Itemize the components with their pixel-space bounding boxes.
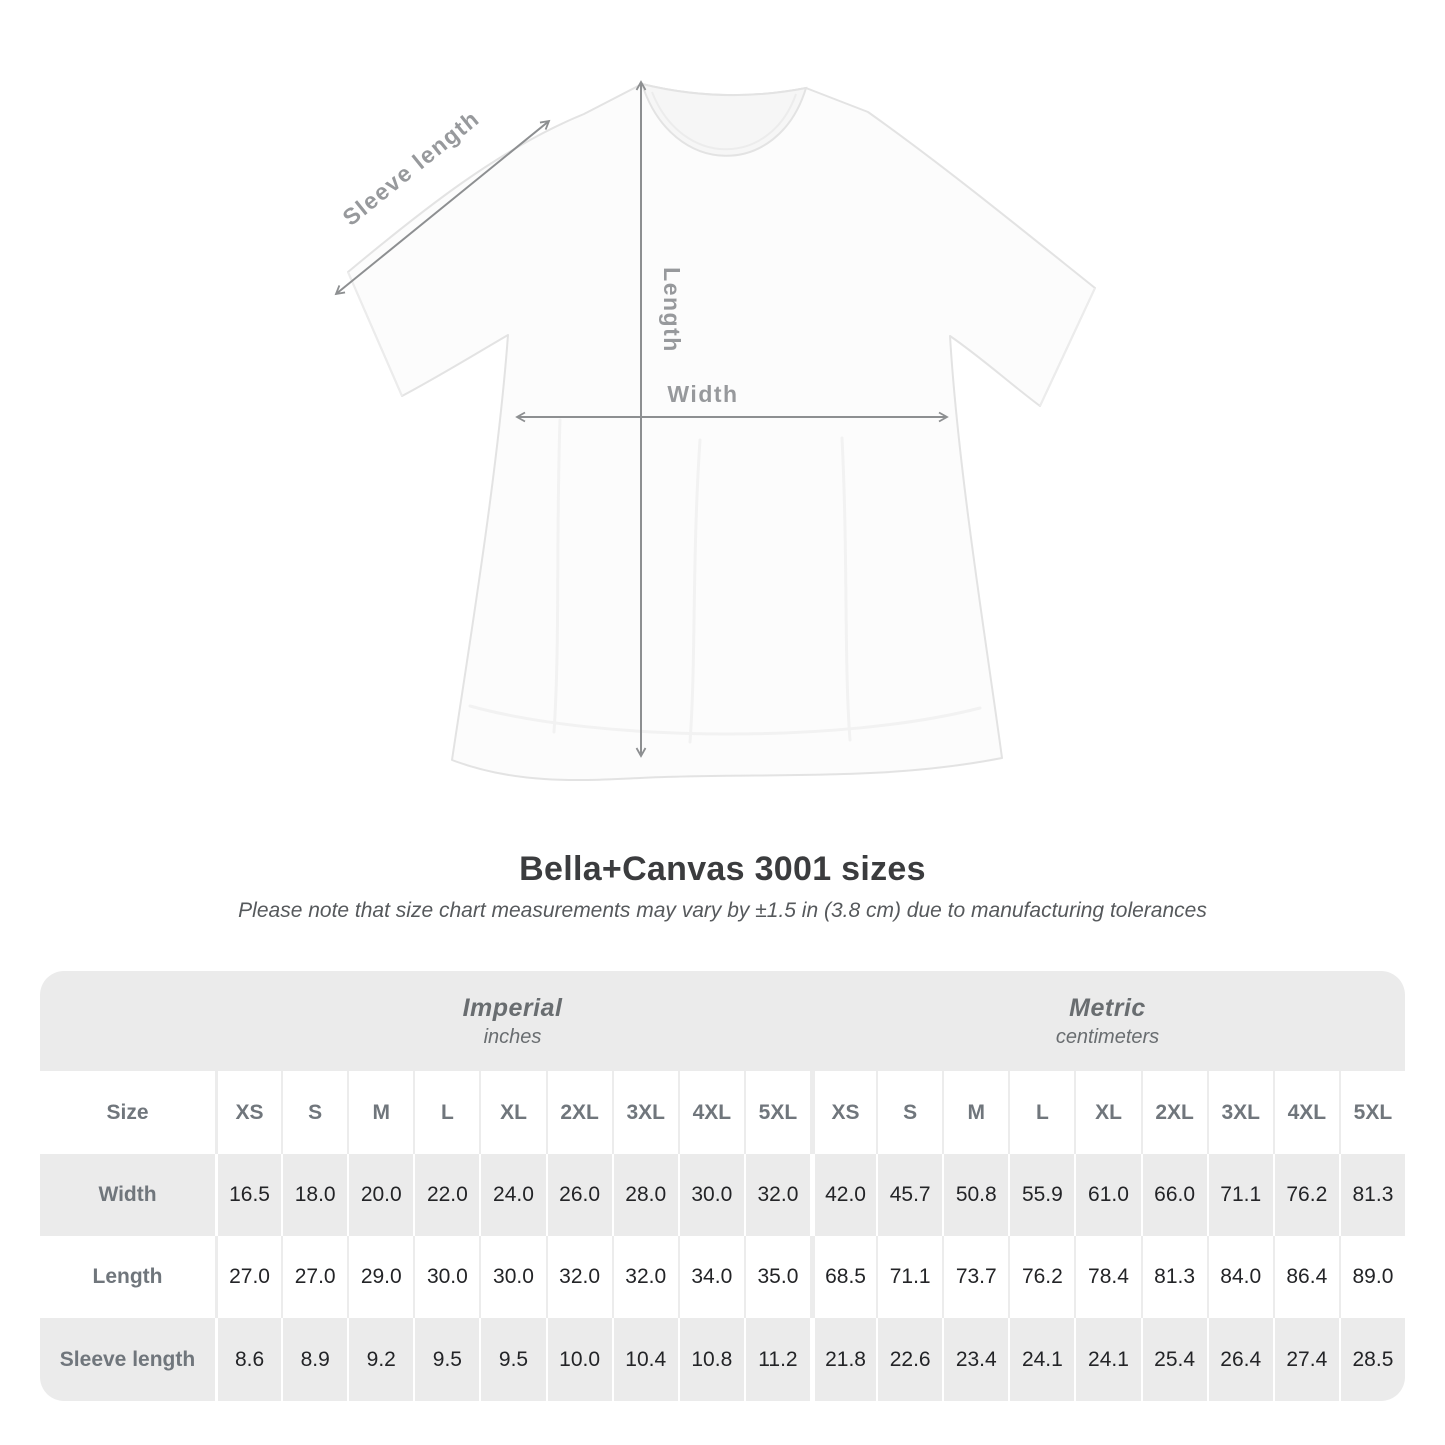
table-cell: 71.1 xyxy=(876,1236,942,1318)
length-label: Length xyxy=(659,267,685,353)
table-cell: 35.0 xyxy=(743,1236,810,1318)
column-header: 5XL xyxy=(1338,1071,1405,1154)
column-header: XL xyxy=(479,1071,545,1154)
column-header: 2XL xyxy=(545,1071,612,1154)
page-title: Bella+Canvas 3001 sizes xyxy=(519,850,926,888)
table-cell: 30.0 xyxy=(677,1154,744,1236)
table-cell: 81.3 xyxy=(1338,1154,1405,1236)
table-cell: 9.5 xyxy=(479,1318,545,1401)
table-cell: 68.5 xyxy=(810,1236,876,1318)
row-header: Length xyxy=(92,1265,163,1288)
column-header: M xyxy=(347,1071,413,1154)
imperial-group-label: Imperial xyxy=(462,993,563,1022)
column-header: 4XL xyxy=(677,1071,744,1154)
imperial-group: Imperial inches xyxy=(215,971,810,1071)
table-row-sleeve-length: Sleeve length 8.6 8.9 9.2 9.5 9.5 10.0 1… xyxy=(40,1318,1405,1401)
table-cell: 78.4 xyxy=(1074,1236,1140,1318)
table-cell: 24.1 xyxy=(1074,1318,1140,1401)
column-header: L xyxy=(413,1071,479,1154)
tshirt-measurement-diagram: Sleeve length Length Width xyxy=(334,80,1096,782)
width-label: Width xyxy=(667,381,738,407)
table-cell: 22.0 xyxy=(413,1154,479,1236)
column-header: S xyxy=(281,1071,347,1154)
table-cell: 27.4 xyxy=(1272,1318,1339,1401)
table-cell: 22.6 xyxy=(876,1318,942,1401)
table-cell: 27.0 xyxy=(215,1236,281,1318)
metric-group-unit: centimeters xyxy=(1055,1025,1160,1048)
table-cell: 10.0 xyxy=(545,1318,612,1401)
table-cell: 34.0 xyxy=(677,1236,744,1318)
column-header: S xyxy=(876,1071,942,1154)
table-cell: 29.0 xyxy=(347,1236,413,1318)
table-cell: 81.3 xyxy=(1140,1236,1207,1318)
column-header: 5XL xyxy=(743,1071,810,1154)
table-row-width: Width 16.5 18.0 20.0 22.0 24.0 26.0 28.0… xyxy=(40,1154,1405,1236)
metric-group-label: Metric xyxy=(1069,993,1146,1022)
table-cell: 45.7 xyxy=(876,1154,942,1236)
table-cell: 9.5 xyxy=(413,1318,479,1401)
table-cell: 61.0 xyxy=(1074,1154,1140,1236)
row-header: Width xyxy=(98,1183,157,1206)
table-cell: 50.8 xyxy=(942,1154,1008,1236)
table-cell: 26.4 xyxy=(1206,1318,1273,1401)
column-header: XS xyxy=(810,1071,876,1154)
size-column-header: Size xyxy=(106,1100,149,1124)
table-cell: 32.0 xyxy=(611,1236,678,1318)
tshirt-image xyxy=(347,82,1096,782)
row-header: Sleeve length xyxy=(59,1347,196,1371)
table-cell: 20.0 xyxy=(347,1154,413,1236)
table-cell: 9.2 xyxy=(347,1318,413,1401)
table-cell: 23.4 xyxy=(942,1318,1008,1401)
column-header: L xyxy=(1008,1071,1074,1154)
unit-group-header: Imperial inches Metric centimeters xyxy=(40,971,1405,1071)
table-cell: 8.6 xyxy=(215,1318,281,1401)
table-cell: 66.0 xyxy=(1140,1154,1207,1236)
column-header: XS xyxy=(215,1071,281,1154)
column-header: M xyxy=(942,1071,1008,1154)
table-cell: 21.8 xyxy=(810,1318,876,1401)
imperial-group-unit: inches xyxy=(483,1025,542,1048)
table-cell: 28.5 xyxy=(1338,1318,1405,1401)
table-cell: 16.5 xyxy=(215,1154,281,1236)
table-cell: 25.4 xyxy=(1140,1318,1207,1401)
table-cell: 32.0 xyxy=(743,1154,810,1236)
table-cell: 30.0 xyxy=(413,1236,479,1318)
table-cell: 76.2 xyxy=(1272,1154,1339,1236)
table-row-length: Length 27.0 27.0 29.0 30.0 30.0 32.0 32.… xyxy=(40,1236,1405,1318)
table-cell: 42.0 xyxy=(810,1154,876,1236)
tolerance-note: Please note that size chart measurements… xyxy=(238,899,1207,922)
table-cell: 32.0 xyxy=(545,1236,612,1318)
table-cell: 11.2 xyxy=(743,1318,810,1401)
table-cell: 28.0 xyxy=(611,1154,678,1236)
table-cell: 76.2 xyxy=(1008,1236,1074,1318)
column-header: 3XL xyxy=(1206,1071,1273,1154)
column-header: XL xyxy=(1074,1071,1140,1154)
table-cell: 73.7 xyxy=(942,1236,1008,1318)
table-cell: 8.9 xyxy=(281,1318,347,1401)
table-cell: 55.9 xyxy=(1008,1154,1074,1236)
table-cell: 86.4 xyxy=(1272,1236,1339,1318)
table-cell: 84.0 xyxy=(1206,1236,1273,1318)
sleeve-length-arrow xyxy=(334,119,551,296)
column-header: 3XL xyxy=(611,1071,678,1154)
table-cell: 18.0 xyxy=(281,1154,347,1236)
table-cell: 71.1 xyxy=(1206,1154,1273,1236)
table-cell: 10.4 xyxy=(611,1318,678,1401)
table-cell: 26.0 xyxy=(545,1154,612,1236)
table-cell: 24.1 xyxy=(1008,1318,1074,1401)
column-header: 4XL xyxy=(1272,1071,1339,1154)
size-table: Imperial inches Metric centimeters Size … xyxy=(40,971,1405,1401)
table-cell: 24.0 xyxy=(479,1154,545,1236)
table-cell: 30.0 xyxy=(479,1236,545,1318)
table-cell: 27.0 xyxy=(281,1236,347,1318)
metric-group: Metric centimeters xyxy=(810,971,1405,1071)
column-header: 2XL xyxy=(1140,1071,1207,1154)
table-cell: 89.0 xyxy=(1338,1236,1405,1318)
size-header-row: Size XS S M L XL 2XL 3XL 4XL 5XL XS S M … xyxy=(40,1071,1405,1154)
table-cell: 10.8 xyxy=(677,1318,744,1401)
